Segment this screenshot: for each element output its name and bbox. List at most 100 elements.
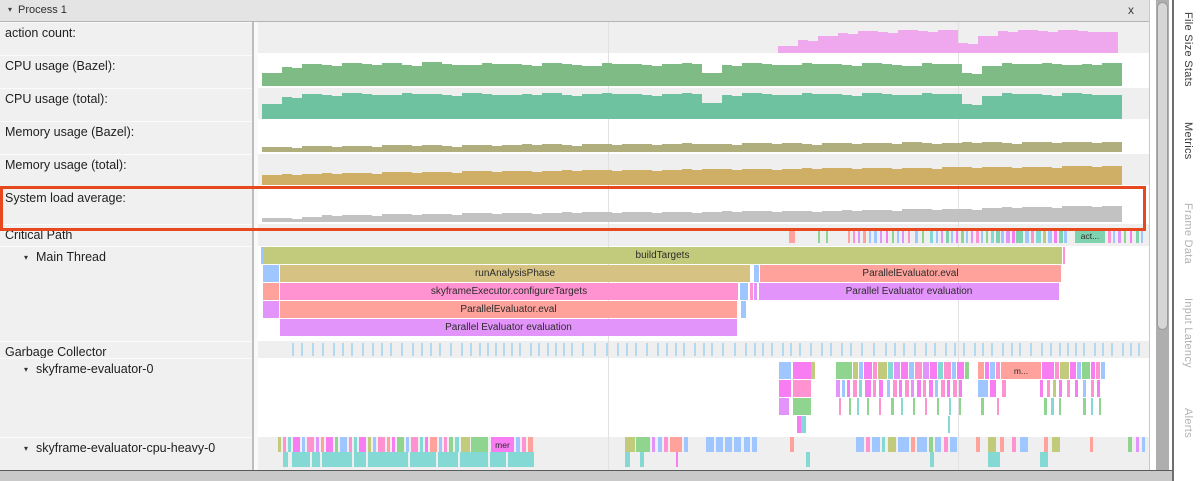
trace-slice[interactable] — [888, 362, 893, 379]
trace-slice[interactable] — [1067, 380, 1070, 397]
trace-slice[interactable] — [1036, 229, 1041, 243]
trace-slice[interactable] — [879, 380, 883, 397]
trace-slice[interactable] — [335, 437, 338, 452]
trace-slice[interactable] — [420, 437, 423, 452]
trace-slice[interactable] — [864, 362, 872, 379]
trace-slice[interactable] — [894, 362, 900, 379]
trace-slice[interactable] — [1052, 437, 1060, 452]
trace-slice[interactable] — [930, 452, 934, 467]
gc-event-tick[interactable] — [666, 343, 668, 356]
trace-slice-mer[interactable]: mer — [491, 437, 514, 452]
trace-slice[interactable] — [888, 437, 896, 452]
trace-slice[interactable] — [981, 229, 983, 243]
gc-event-tick[interactable] — [421, 343, 423, 356]
trace-slice[interactable] — [874, 229, 877, 243]
gc-event-tick[interactable] — [646, 343, 648, 356]
chart-memory-usage-bazel[interactable] — [262, 142, 1122, 152]
trace-slice[interactable] — [922, 229, 924, 243]
trace-slice[interactable] — [941, 229, 943, 243]
trace-slice[interactable] — [887, 380, 890, 397]
trace-slice[interactable] — [471, 437, 488, 452]
trace-slice[interactable] — [516, 437, 520, 452]
trace-slice[interactable] — [1113, 229, 1115, 243]
trace-slice[interactable] — [917, 380, 921, 397]
gc-event-tick[interactable] — [547, 343, 549, 356]
trace-slice[interactable] — [490, 452, 506, 467]
trace-slice[interactable] — [952, 362, 956, 379]
trace-slice[interactable] — [948, 416, 950, 433]
trace-slice[interactable] — [1012, 437, 1016, 452]
trace-slice[interactable] — [326, 437, 333, 452]
trace-slice[interactable] — [1141, 229, 1143, 243]
trace-slice[interactable] — [935, 437, 941, 452]
trace-slice[interactable] — [793, 398, 811, 415]
trace-slice[interactable] — [1075, 380, 1078, 397]
trace-slice[interactable] — [652, 437, 655, 452]
trace-slice[interactable] — [1059, 229, 1063, 243]
trace-slice[interactable] — [430, 437, 437, 452]
gc-event-tick[interactable] — [362, 343, 364, 356]
trace-slice[interactable] — [410, 452, 436, 467]
trace-slice[interactable] — [990, 362, 995, 379]
trace-slice[interactable] — [1124, 229, 1126, 243]
gc-event-tick[interactable] — [390, 343, 392, 356]
trace-slice[interactable] — [965, 362, 969, 379]
gc-event-tick[interactable] — [991, 343, 993, 356]
gc-event-tick[interactable] — [754, 343, 756, 356]
trace-slice[interactable] — [752, 437, 757, 452]
gc-event-tick[interactable] — [945, 343, 947, 356]
gc-event-tick[interactable] — [934, 343, 936, 356]
trace-slice[interactable] — [1064, 229, 1067, 243]
trace-slice[interactable] — [292, 452, 310, 467]
collapse-arrow-icon[interactable]: ▾ — [24, 365, 29, 374]
trace-slice[interactable] — [930, 229, 933, 243]
trace-slice[interactable] — [957, 362, 964, 379]
trace-slice[interactable] — [261, 247, 263, 264]
trace-slice[interactable] — [406, 437, 409, 452]
trace-slice[interactable] — [1012, 229, 1015, 243]
trace-slice[interactable] — [740, 283, 748, 300]
trace-slice[interactable] — [976, 437, 980, 452]
trace-slice[interactable] — [947, 380, 950, 397]
trace-slice[interactable] — [1091, 380, 1094, 397]
trace-slice[interactable] — [790, 437, 794, 452]
trace-slice[interactable] — [986, 229, 988, 243]
gc-event-tick[interactable] — [1083, 343, 1085, 356]
trace-slice[interactable] — [929, 437, 933, 452]
gc-event-tick[interactable] — [503, 343, 505, 356]
trace-slice[interactable] — [893, 380, 897, 397]
gc-event-tick[interactable] — [1094, 343, 1096, 356]
trace-slice[interactable] — [853, 229, 855, 243]
trace-slice[interactable] — [1000, 437, 1004, 452]
gc-event-tick[interactable] — [1011, 343, 1013, 356]
gc-event-tick[interactable] — [675, 343, 677, 356]
trace-slice-buildtargets[interactable]: buildTargets — [263, 247, 1062, 264]
trace-slice[interactable] — [1108, 229, 1111, 243]
trace-slice[interactable] — [455, 437, 459, 452]
gc-event-tick[interactable] — [1041, 343, 1043, 356]
gc-event-tick[interactable] — [782, 343, 784, 356]
gc-event-tick[interactable] — [1102, 343, 1104, 356]
trace-slice[interactable] — [801, 416, 806, 433]
trace-slice[interactable] — [990, 380, 996, 397]
trace-slice[interactable] — [322, 452, 352, 467]
gc-event-tick[interactable] — [495, 343, 497, 356]
gc-event-tick[interactable] — [461, 343, 463, 356]
trace-slice[interactable] — [754, 283, 757, 300]
trace-slice[interactable] — [863, 229, 866, 243]
gc-event-tick[interactable] — [530, 343, 532, 356]
trace-slice[interactable] — [929, 380, 933, 397]
gc-event-tick[interactable] — [538, 343, 540, 356]
gc-event-tick[interactable] — [292, 343, 294, 356]
trace-slice[interactable] — [1047, 380, 1050, 397]
gc-event-tick[interactable] — [470, 343, 472, 356]
trace-slice[interactable] — [349, 437, 352, 452]
trace-slice[interactable] — [684, 437, 688, 452]
trace-slice[interactable] — [1040, 452, 1048, 467]
trace-slice[interactable] — [1091, 398, 1093, 415]
trace-slice[interactable] — [438, 452, 458, 467]
trace-slice[interactable] — [1025, 229, 1029, 243]
trace-slice[interactable] — [1051, 398, 1054, 415]
gc-event-tick[interactable] — [657, 343, 659, 356]
trace-slice[interactable] — [882, 437, 885, 452]
